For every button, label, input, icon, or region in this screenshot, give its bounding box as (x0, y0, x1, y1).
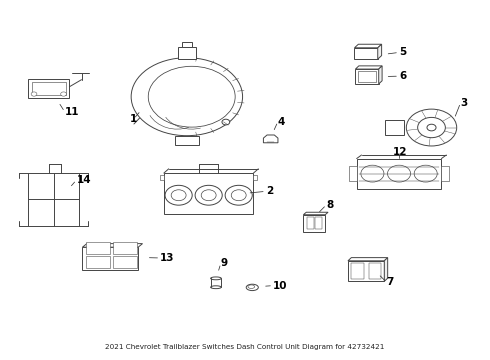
Circle shape (406, 109, 457, 146)
Bar (86, 242, 110, 254)
Bar (175, 136, 199, 145)
Bar (348, 261, 384, 282)
Circle shape (225, 185, 252, 205)
Text: 6: 6 (399, 71, 406, 81)
Bar (349, 166, 357, 181)
Bar (82, 247, 138, 270)
Text: 8: 8 (326, 200, 334, 210)
Text: 2: 2 (266, 186, 273, 196)
Circle shape (231, 190, 246, 201)
Circle shape (222, 119, 230, 125)
Ellipse shape (248, 285, 255, 288)
Polygon shape (354, 44, 382, 48)
Circle shape (414, 165, 437, 182)
Polygon shape (348, 258, 388, 261)
Bar (86, 256, 110, 268)
Polygon shape (82, 244, 143, 247)
Bar (28, 173, 79, 226)
Bar (357, 158, 441, 189)
Bar (303, 215, 325, 232)
Bar (28, 79, 70, 98)
Ellipse shape (148, 66, 235, 127)
Bar (358, 71, 376, 82)
Text: 5: 5 (399, 48, 406, 57)
Ellipse shape (211, 277, 221, 280)
Circle shape (171, 190, 186, 201)
Circle shape (201, 190, 216, 201)
Polygon shape (303, 212, 328, 215)
Bar (351, 263, 364, 279)
Bar (160, 175, 164, 180)
Circle shape (31, 92, 37, 96)
Bar (307, 217, 314, 229)
Ellipse shape (131, 58, 243, 136)
Bar (182, 42, 192, 47)
Bar (385, 120, 404, 135)
Ellipse shape (211, 286, 221, 289)
Bar (354, 48, 378, 59)
Circle shape (417, 117, 445, 138)
Circle shape (361, 165, 384, 182)
Text: 9: 9 (221, 258, 228, 268)
Text: 14: 14 (76, 175, 91, 185)
Text: 4: 4 (278, 117, 285, 126)
Bar (315, 217, 322, 229)
Text: 13: 13 (160, 253, 175, 263)
Circle shape (195, 185, 222, 205)
Bar (164, 173, 253, 214)
Text: 3: 3 (461, 98, 468, 108)
Ellipse shape (246, 284, 258, 291)
Bar (178, 47, 196, 59)
Polygon shape (355, 66, 382, 69)
Bar (368, 263, 381, 279)
Circle shape (388, 165, 411, 182)
Bar (32, 82, 66, 95)
Polygon shape (379, 66, 382, 84)
Bar (355, 69, 379, 84)
Text: 7: 7 (387, 277, 394, 287)
Bar (441, 166, 449, 181)
Circle shape (165, 185, 192, 205)
Polygon shape (378, 44, 382, 59)
Polygon shape (264, 135, 278, 143)
Text: 11: 11 (65, 107, 79, 117)
Bar (113, 242, 137, 254)
Circle shape (61, 92, 67, 96)
Bar (113, 256, 137, 268)
Bar (253, 175, 257, 180)
Polygon shape (384, 258, 388, 282)
Text: 1: 1 (130, 114, 137, 124)
Circle shape (427, 124, 436, 131)
Text: 12: 12 (393, 147, 407, 157)
Text: 2021 Chevrolet Trailblazer Switches Dash Control Unit Diagram for 42732421: 2021 Chevrolet Trailblazer Switches Dash… (105, 343, 385, 350)
Text: 10: 10 (273, 281, 288, 291)
